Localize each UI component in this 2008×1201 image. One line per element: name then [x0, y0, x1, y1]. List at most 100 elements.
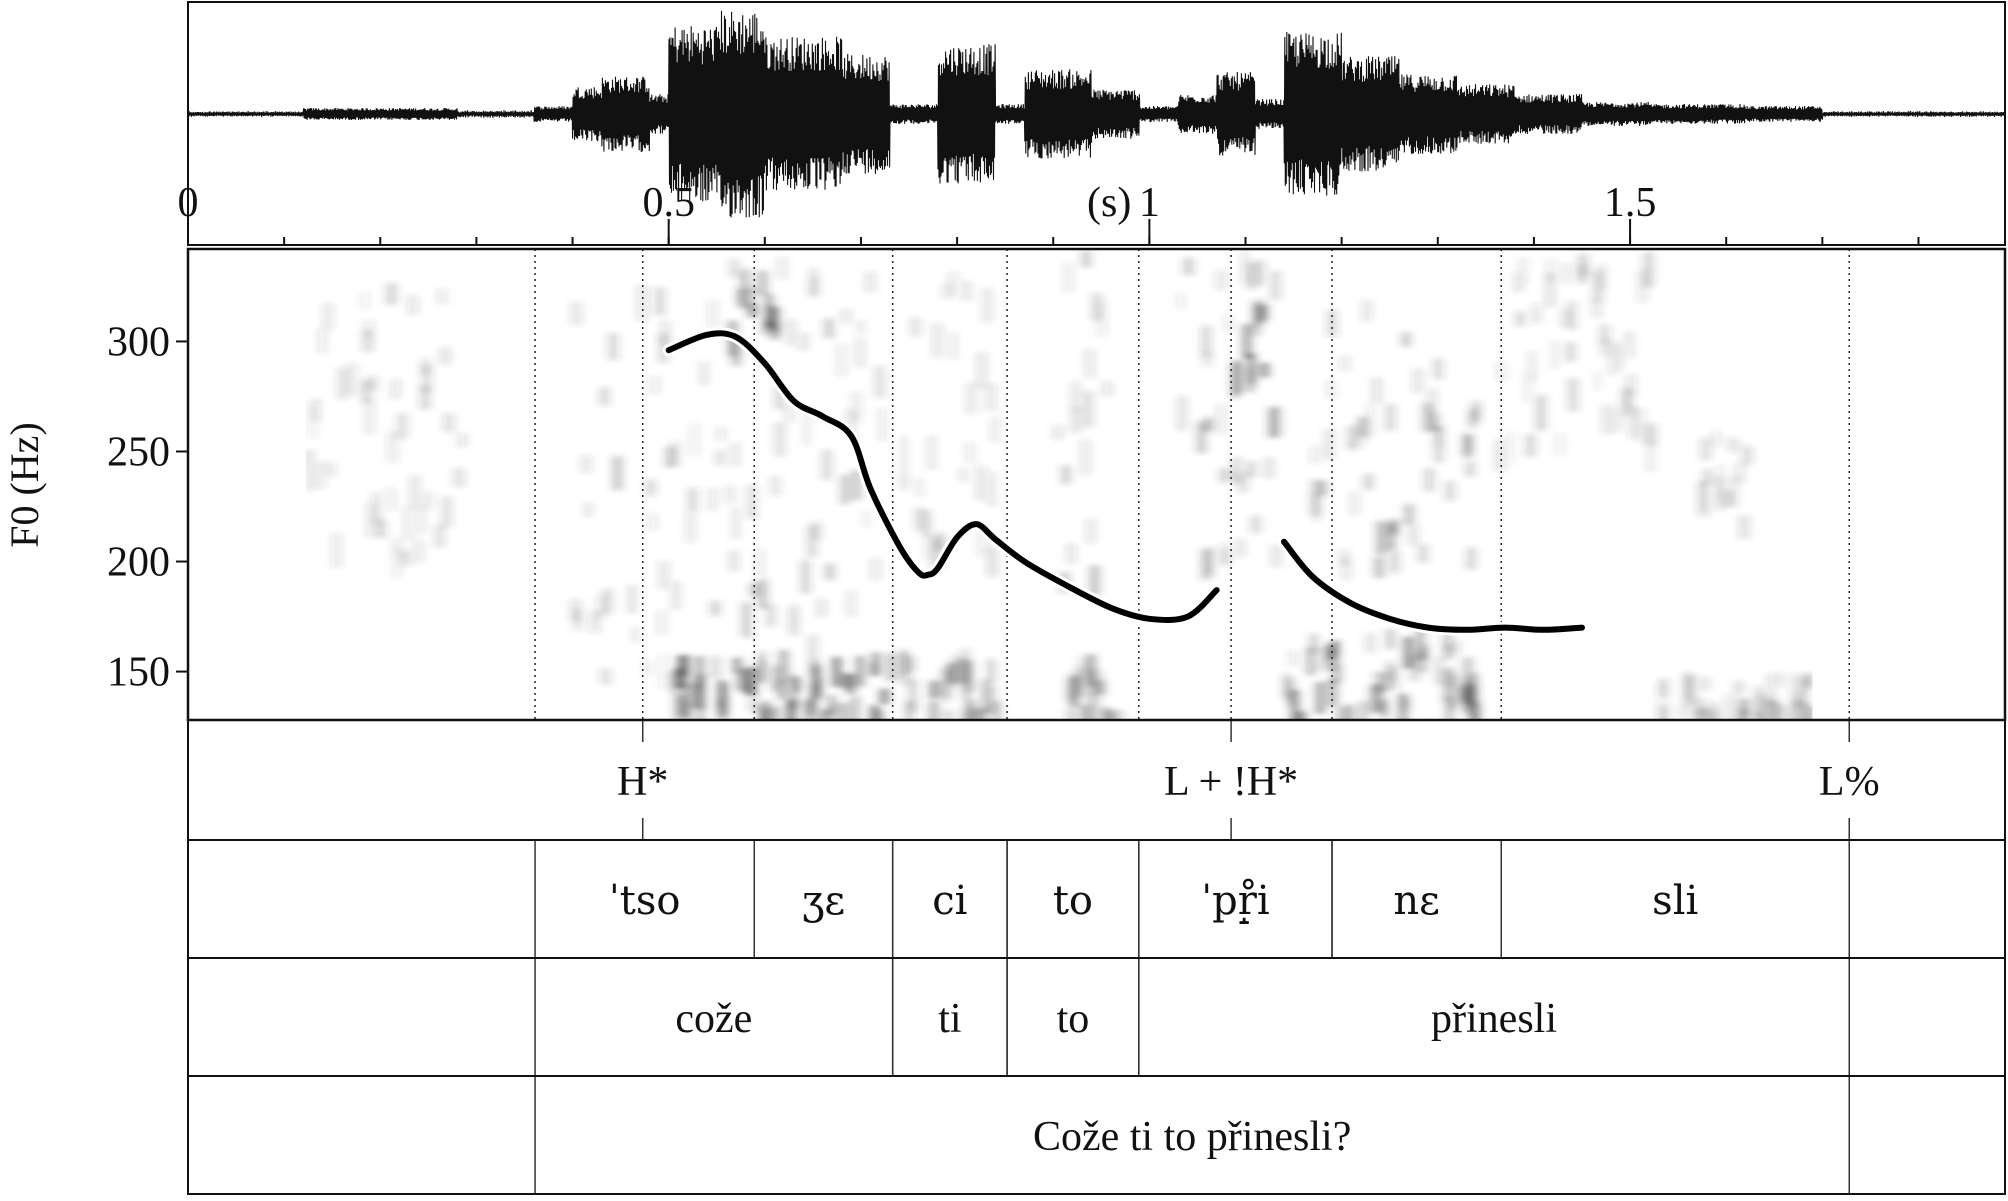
spectrogram-cell — [1085, 658, 1091, 680]
spectrogram-cell — [1404, 636, 1412, 669]
spectrogram-cell — [727, 485, 733, 504]
interval-label: přinesli — [1431, 996, 1557, 1042]
spectrogram-cell — [1602, 324, 1608, 345]
spectrogram-cell — [1700, 707, 1707, 720]
spectrogram-cell — [805, 410, 809, 447]
tier-frame — [187, 839, 2006, 959]
spectrogram-cell — [853, 391, 860, 423]
spectrogram-cell — [961, 710, 966, 720]
spectrogram-cell — [1234, 360, 1240, 394]
spectrogram-cell — [787, 404, 791, 423]
spectrogram-cell — [1365, 474, 1372, 490]
spectrogram-cell — [1377, 671, 1382, 694]
spectrogram-cell — [1689, 674, 1693, 707]
spectrogram-cell — [843, 673, 849, 689]
spectrogram-cell — [780, 257, 784, 280]
spectrogram-cell — [1329, 379, 1333, 399]
spectrogram-cell — [1736, 681, 1741, 696]
spectrogram-cell — [829, 695, 834, 715]
spectrogram-cell — [876, 366, 883, 398]
spectrogram-cell — [943, 668, 948, 698]
spectrogram-cell — [1470, 409, 1475, 428]
spectrogram-cell — [319, 461, 323, 489]
spectrogram-cell — [973, 708, 981, 720]
spectrogram-cell — [697, 674, 704, 710]
spectrogram-cell — [1073, 381, 1078, 412]
spectrogram-cell — [1702, 676, 1707, 691]
spectrogram-cell — [1804, 673, 1812, 689]
spectrogram-cell — [1091, 565, 1098, 596]
spectrogram-cell — [629, 585, 636, 614]
spectrogram-cell — [676, 667, 684, 689]
spectrogram-cell — [1743, 698, 1750, 716]
spectrogram-cell — [772, 665, 779, 692]
spectrogram-cell — [1387, 661, 1394, 682]
spectrogram-cell — [422, 385, 428, 410]
spectrogram-cell — [1794, 699, 1799, 720]
spectrogram-cell — [1807, 705, 1813, 720]
spectrogram-cell — [839, 343, 844, 377]
spectrogram-cell — [1065, 262, 1071, 293]
spectrogram-cell — [672, 441, 678, 467]
spectrogram-cell — [948, 662, 955, 684]
spectrogram-cell — [399, 413, 405, 439]
spectrogram-cell — [1626, 331, 1633, 359]
spectrogram-cell — [950, 333, 955, 360]
spectrogram-cell — [881, 688, 888, 705]
spectrogram-cell — [1180, 395, 1184, 431]
spectrogram-cell — [740, 289, 746, 309]
spectrogram-cell — [1647, 441, 1653, 472]
spectrogram-cell — [717, 449, 723, 466]
spectrogram-cell — [953, 654, 958, 690]
spectrogram-cell — [769, 306, 775, 330]
spectrogram-cell — [871, 705, 878, 720]
spectrogram-cell — [378, 519, 385, 538]
spectrogram-cell — [573, 301, 580, 326]
spectrogram-cell — [1704, 469, 1711, 485]
spectrogram-cell — [968, 382, 975, 415]
spectrogram-cell — [1319, 480, 1326, 496]
interval-label: ˈtso — [609, 878, 681, 924]
spectrogram-cell — [732, 442, 737, 467]
spectrogram-cell — [1630, 407, 1637, 440]
spectrogram-cell — [363, 291, 368, 310]
tier-frame — [187, 957, 2006, 1077]
spectrogram-cell — [824, 449, 830, 480]
spectrogram-cell — [657, 287, 663, 316]
spectrogram-cell — [1241, 472, 1246, 493]
spectrogram-cell — [1288, 678, 1293, 706]
spectrogram-cell — [1349, 425, 1356, 450]
spectrogram-cell — [1073, 407, 1078, 434]
spectrogram-cell — [1352, 491, 1358, 516]
spectrogram-cell — [1331, 640, 1339, 656]
spectrogram-cell — [1529, 350, 1535, 382]
spectrogram-cell — [967, 701, 973, 720]
spectrogram-cell — [791, 608, 797, 637]
spectrogram-cell — [423, 365, 430, 393]
spectrogram-cell — [1308, 647, 1314, 676]
spectrogram-cell — [651, 512, 655, 531]
spectrogram-cell — [605, 588, 611, 614]
spectrogram-cell — [1604, 404, 1611, 435]
spectrogram-cell — [1602, 337, 1609, 357]
spectrogram-cell — [1333, 655, 1338, 686]
spectrogram-cell — [1468, 461, 1473, 477]
spectrogram-cell — [424, 491, 432, 509]
spectrogram-cell — [1377, 521, 1385, 556]
spectrogram-cell — [989, 471, 995, 507]
spectrogram-cell — [1695, 697, 1701, 717]
spectrogram-cell — [1202, 550, 1208, 581]
spectrogram-cell — [1316, 682, 1324, 714]
spectrogram-cell — [910, 678, 916, 712]
spectrogram-cell — [804, 700, 811, 720]
spectrogram-cell — [760, 270, 767, 297]
spectrogram-cell — [1526, 372, 1530, 403]
spectrogram-cell — [1412, 655, 1417, 682]
spectrogram-cell — [1705, 699, 1709, 718]
spectrogram-cell — [1472, 673, 1476, 703]
spectrogram-cell — [1244, 324, 1250, 359]
spectrogram-cell — [1388, 629, 1393, 650]
spectrogram-cell — [1087, 348, 1092, 378]
spectrogram-cell — [410, 295, 416, 315]
spectrogram-cell — [1081, 705, 1088, 720]
